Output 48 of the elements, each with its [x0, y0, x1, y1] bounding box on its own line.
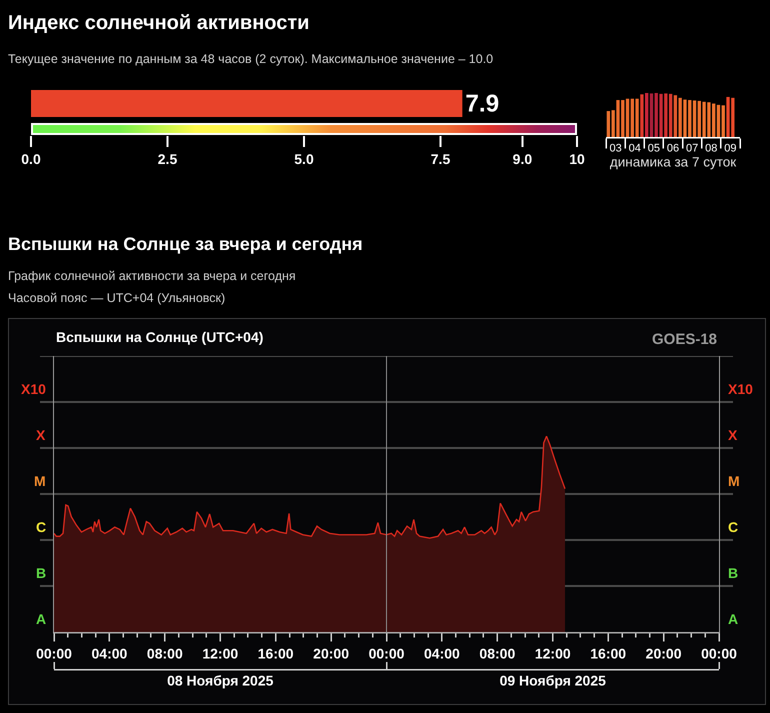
x-tick-label: 16:00 — [258, 645, 294, 662]
x-tick-label: 12:00 — [202, 645, 238, 662]
x-tick-label: 2.5 — [158, 150, 178, 167]
x-tick-label: 0.0 — [21, 150, 41, 167]
text: M — [728, 473, 740, 489]
x-tick-label: 08 — [705, 142, 718, 155]
text: B — [728, 565, 738, 581]
x-tick-label: 04:00 — [92, 645, 128, 662]
text: A — [728, 611, 738, 627]
x-tick-label: 20:00 — [646, 645, 682, 662]
chart-subtitle: График солнечной активности за вчера и сегодня Часовой пояс — UTC+04 (Ульяновск) — [8, 268, 296, 307]
chart-title: Индекс солнечной активности — [8, 11, 310, 35]
text: X — [36, 427, 46, 443]
text: A — [36, 611, 46, 627]
x-tick-label: 16:00 — [590, 645, 626, 662]
text: X — [728, 427, 738, 443]
text: GOES-18 — [652, 331, 718, 348]
text: C — [728, 519, 738, 535]
text: B — [36, 565, 46, 581]
x-tick-label: 00:00 — [368, 645, 405, 662]
text: M — [34, 473, 46, 489]
chart-title: Вспышки на Солнце за вчера и сегодня — [8, 234, 363, 256]
x-tick-label: 7.5 — [430, 150, 450, 167]
x2-tick-label: 08 Ноября 2025 — [167, 672, 274, 688]
x-tick-label: 00:00 — [36, 645, 72, 662]
text: X10 — [21, 381, 46, 397]
x-tick-label: 08:00 — [146, 645, 183, 662]
x-tick-label: 06 — [666, 142, 680, 155]
x-tick-label: 08:00 — [479, 645, 516, 662]
x-tick-label: 20:00 — [313, 645, 350, 662]
text: X10 — [728, 381, 754, 397]
x-tick-label: 00:00 — [701, 645, 738, 662]
x-tick-label: 5.0 — [294, 150, 314, 167]
x-tick-label: 03 — [609, 142, 622, 155]
x-tick-label: 04:00 — [424, 645, 460, 662]
x-tick-label: 09 — [724, 142, 737, 155]
x-tick-label: 12:00 — [534, 645, 571, 662]
x-axis-title: динамика за 7 суток — [610, 154, 736, 170]
text: C — [36, 519, 46, 535]
x-tick-label: 07 — [686, 142, 698, 155]
x-tick-label: 10 — [569, 150, 585, 167]
data-label: 7.9 — [465, 90, 500, 118]
text: Вспышки на Солнце (UTC+04) — [56, 329, 264, 345]
chart-subtitle: Текущее значение по данным за 48 часов (2 суток). Максимальное значение – 10.0 — [8, 51, 494, 68]
x2-tick-label: 09 Ноября 2025 — [500, 672, 606, 688]
x-tick-label: 9.0 — [512, 150, 532, 167]
x-tick-label: 04 — [628, 142, 641, 155]
x-tick-label: 05 — [648, 142, 660, 155]
